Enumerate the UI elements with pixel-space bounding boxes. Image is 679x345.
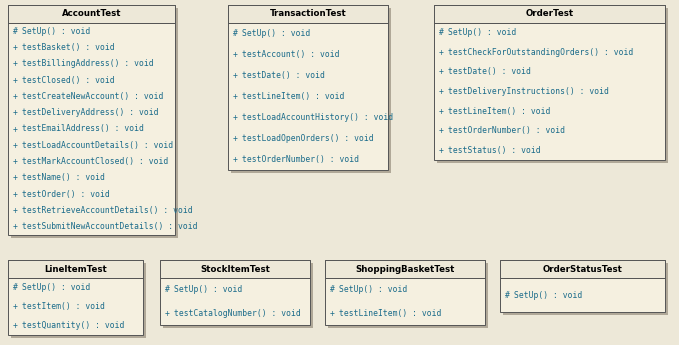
Text: +: + [330, 309, 335, 318]
Text: testQuantity() : void: testQuantity() : void [22, 321, 124, 330]
Text: +: + [13, 125, 18, 134]
Text: SetUp() : void: SetUp() : void [514, 290, 583, 299]
Text: testCheckForOutstandingOrders() : void: testCheckForOutstandingOrders() : void [448, 48, 634, 57]
Bar [437, 8, 668, 163]
Bar [8, 5, 175, 23]
Bar [228, 5, 388, 170]
Bar [8, 260, 143, 278]
Text: SetUp() : void: SetUp() : void [242, 29, 310, 38]
Text: #: # [439, 28, 444, 37]
Text: testCatalogNumber() : void: testCatalogNumber() : void [174, 309, 301, 318]
Text: OrderStatusTest: OrderStatusTest [543, 265, 623, 274]
Text: SetUp() : void: SetUp() : void [339, 285, 407, 294]
Text: testLoadAccountDetails() : void: testLoadAccountDetails() : void [22, 141, 173, 150]
Text: #: # [13, 283, 18, 292]
Text: SetUp() : void: SetUp() : void [448, 28, 516, 37]
Text: testDate() : void: testDate() : void [448, 67, 531, 77]
Text: testDeliveryInstructions() : void: testDeliveryInstructions() : void [448, 87, 609, 96]
Text: +: + [13, 222, 18, 231]
Text: ShoppingBasketTest: ShoppingBasketTest [355, 265, 455, 274]
Text: testMarkAccountClosed() : void: testMarkAccountClosed() : void [22, 157, 168, 166]
Text: +: + [13, 108, 18, 117]
Bar [160, 260, 310, 325]
Text: AccountTest: AccountTest [62, 10, 122, 19]
Text: +: + [13, 174, 18, 183]
Text: +: + [233, 113, 238, 122]
Bar [8, 5, 175, 235]
Text: +: + [439, 126, 444, 135]
Bar [434, 5, 665, 23]
Text: testEmailAddress() : void: testEmailAddress() : void [22, 125, 144, 134]
Bar [231, 8, 391, 173]
Text: #: # [233, 29, 238, 38]
Text: testCreateNewAccount() : void: testCreateNewAccount() : void [22, 92, 164, 101]
Text: testDeliveryAddress() : void: testDeliveryAddress() : void [22, 108, 158, 117]
Bar [434, 5, 665, 160]
Text: testClosed() : void: testClosed() : void [22, 76, 115, 85]
Text: +: + [439, 67, 444, 77]
Text: +: + [233, 50, 238, 59]
Text: +: + [13, 59, 18, 68]
Text: +: + [233, 134, 238, 143]
Text: testLoadOpenOrders() : void: testLoadOpenOrders() : void [242, 134, 373, 143]
Text: TransactionTest: TransactionTest [270, 10, 346, 19]
Text: +: + [165, 309, 170, 318]
Bar [500, 260, 665, 312]
Text: +: + [233, 92, 238, 101]
Text: testAccount() : void: testAccount() : void [242, 50, 340, 59]
Text: testSubmitNewAccountDetails() : void: testSubmitNewAccountDetails() : void [22, 222, 198, 231]
Bar [503, 263, 668, 315]
Bar [160, 260, 310, 278]
Bar [11, 263, 146, 338]
Text: +: + [439, 48, 444, 57]
Text: LineItemTest: LineItemTest [44, 265, 107, 274]
Text: testOrderNumber() : void: testOrderNumber() : void [448, 126, 565, 135]
Bar [325, 260, 485, 325]
Text: testLineItem() : void: testLineItem() : void [448, 107, 551, 116]
Text: +: + [13, 321, 18, 330]
Text: testOrder() : void: testOrder() : void [22, 190, 110, 199]
Bar [500, 260, 665, 278]
Bar [325, 260, 485, 278]
Text: +: + [13, 206, 18, 215]
Text: SetUp() : void: SetUp() : void [174, 285, 242, 294]
Text: +: + [439, 146, 444, 155]
Text: SetUp() : void: SetUp() : void [22, 27, 90, 36]
Text: testLoadAccountHistory() : void: testLoadAccountHistory() : void [242, 113, 393, 122]
Text: +: + [439, 107, 444, 116]
Text: testBasket() : void: testBasket() : void [22, 43, 115, 52]
Text: testDate() : void: testDate() : void [242, 71, 325, 80]
Text: +: + [439, 87, 444, 96]
Text: +: + [233, 155, 238, 164]
Text: testLineItem() : void: testLineItem() : void [242, 92, 344, 101]
Text: testItem() : void: testItem() : void [22, 302, 105, 311]
Text: OrderTest: OrderTest [526, 10, 574, 19]
Bar [228, 5, 388, 23]
Text: #: # [13, 27, 18, 36]
Text: StockItemTest: StockItemTest [200, 265, 270, 274]
Bar [328, 263, 488, 328]
Text: +: + [13, 302, 18, 311]
Text: testName() : void: testName() : void [22, 174, 105, 183]
Text: testRetrieveAccountDetails() : void: testRetrieveAccountDetails() : void [22, 206, 193, 215]
Bar [11, 8, 178, 238]
Text: #: # [165, 285, 170, 294]
Text: +: + [233, 71, 238, 80]
Text: +: + [13, 76, 18, 85]
Text: +: + [13, 190, 18, 199]
Text: +: + [13, 141, 18, 150]
Bar [163, 263, 313, 328]
Text: testLineItem() : void: testLineItem() : void [339, 309, 441, 318]
Text: #: # [330, 285, 335, 294]
Text: #: # [505, 290, 510, 299]
Text: +: + [13, 92, 18, 101]
Text: +: + [13, 157, 18, 166]
Text: SetUp() : void: SetUp() : void [22, 283, 90, 292]
Text: testBillingAddress() : void: testBillingAddress() : void [22, 59, 153, 68]
Text: +: + [13, 43, 18, 52]
Bar [8, 260, 143, 335]
Text: testStatus() : void: testStatus() : void [448, 146, 540, 155]
Text: testOrderNumber() : void: testOrderNumber() : void [242, 155, 359, 164]
